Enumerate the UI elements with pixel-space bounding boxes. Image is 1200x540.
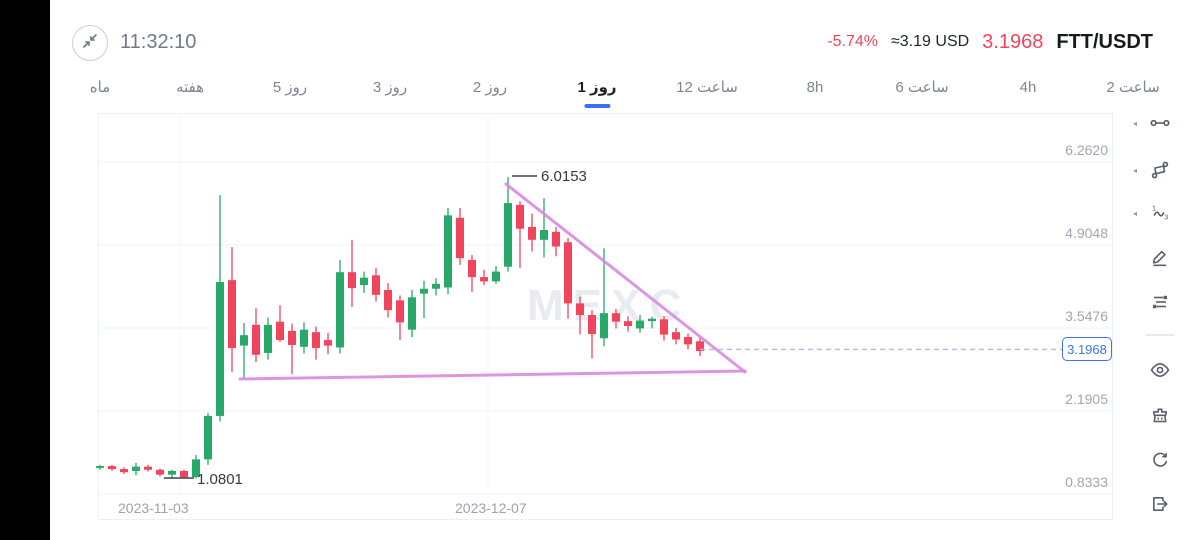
high-price-annotation: 6.0153 [541,168,587,186]
last-price: 3.1968 [982,30,1044,53]
submenu-arrow-icon: ◂ [1133,209,1138,218]
tab-timeframe-6[interactable]: 12 ساعت [676,78,738,98]
approx-usd-value: ≈3.19 USD [891,33,970,50]
date-axis-label: 2023-11-03 [118,500,189,516]
tab-timeframe-7[interactable]: 8h [807,78,824,98]
tab-label: 5 روز [272,79,308,96]
shape-tool-icon[interactable] [1149,159,1171,181]
pair-symbol: FTT/USDT [1056,30,1153,53]
price-axis-label: 2.1905 [1065,390,1108,407]
clear-drawings-icon[interactable] [1149,405,1171,427]
collapse-chart-button[interactable] [72,25,108,61]
tab-label: 8h [806,79,824,96]
tab-timeframe-2[interactable]: 5 روز [273,78,307,98]
tab-timeframe-1[interactable]: هفته [176,78,204,98]
tab-label: هفته [175,79,205,96]
tab-label: 2 روز [472,79,508,96]
trendline-tool-icon[interactable] [1149,112,1171,134]
parallel-lines-tool-icon[interactable] [1149,291,1171,313]
price-axis-label: 6.2620 [1065,142,1108,158]
tab-timeframe-4[interactable]: 2 روز [473,78,507,98]
active-tab-underline [584,104,610,108]
low-price-annotation: 1.0801 [197,471,243,488]
tab-timeframe-0[interactable]: ماه [90,78,110,98]
toolbar-divider [1146,334,1174,336]
tab-label: 2 ساعت [1106,79,1160,96]
reset-redo-icon[interactable] [1149,449,1171,471]
tab-label: 3 روز [372,79,408,96]
date-axis-label: 2023-12-07 [455,500,527,516]
tab-label: 6 ساعت [895,79,949,96]
tab-timeframe-5[interactable]: 1 روز [577,78,617,108]
submenu-arrow-icon: ◂ [1133,166,1138,175]
svg-text:3: 3 [1164,215,1168,222]
tab-label: 4h [1019,79,1037,96]
pencil-tool-icon[interactable] [1149,247,1171,269]
elliott-wave-tool-icon[interactable]: 1 3 [1149,202,1171,224]
change-percent: -5.74% [827,33,879,50]
ticker-summary: -5.74% ≈3.19 USD 3.1968 FTT/USDT [827,27,1153,57]
submenu-arrow-icon: ◂ [1133,119,1138,128]
tab-timeframe-8[interactable]: 6 ساعت [895,78,948,98]
tab-label: 12 ساعت [676,79,738,96]
current-price-tag: 3.1968 [1062,337,1112,362]
price-axis-label: 0.8333 [1065,473,1108,490]
svg-text:1: 1 [1152,206,1156,213]
tab-timeframe-10[interactable]: 2 ساعت [1106,78,1159,98]
export-icon[interactable] [1149,493,1171,515]
visibility-eye-icon[interactable] [1149,359,1171,381]
clock-time: 11:32:10 [120,31,197,53]
tab-timeframe-9[interactable]: 4h [1020,78,1037,98]
price-axis-label: 3.5476 [1065,308,1108,324]
tab-label: 1 روز [577,79,617,96]
tab-timeframe-3[interactable]: 3 روز [373,78,407,98]
tab-label: ماه [89,79,111,96]
price-axis-label: 4.9048 [1065,225,1108,241]
letterbox-strip [0,0,50,540]
collapse-arrows-icon [80,31,100,56]
